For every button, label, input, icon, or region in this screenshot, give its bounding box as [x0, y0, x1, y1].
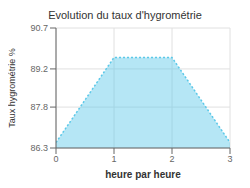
svg-text:90.7: 90.7: [30, 23, 48, 33]
svg-text:1: 1: [111, 154, 116, 164]
svg-text:2: 2: [169, 154, 174, 164]
svg-text:86.3: 86.3: [30, 143, 48, 153]
svg-text:87.8: 87.8: [30, 102, 48, 112]
html-text:Evolution du taux d'hygrométri: Evolution du taux d'hygrométrie: [48, 9, 202, 21]
svg-text:heure par heure: heure par heure: [105, 169, 181, 180]
svg-text:0: 0: [53, 154, 58, 164]
svg-text:89.2: 89.2: [30, 64, 48, 74]
svg-text:Taux hygrométrie %: Taux hygrométrie %: [8, 48, 17, 128]
svg-text:3: 3: [227, 154, 232, 164]
